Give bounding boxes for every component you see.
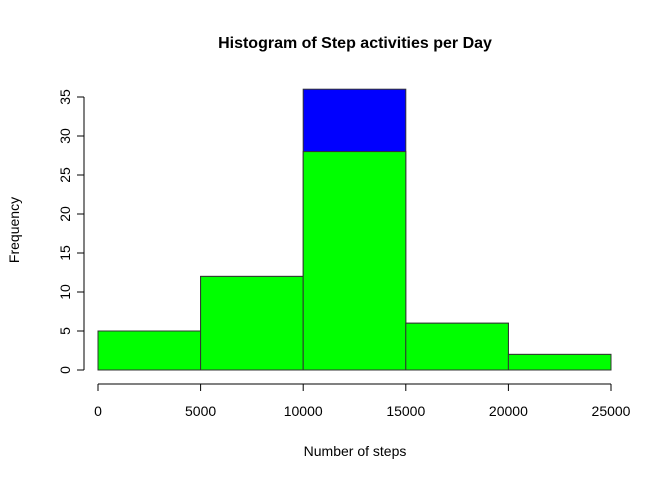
- chart-title: Histogram of Step activities per Day: [218, 35, 492, 52]
- x-tick-label-0: 0: [94, 403, 102, 419]
- x-tick-label-1: 5000: [185, 403, 216, 419]
- x-tick-label-5: 25000: [592, 403, 631, 419]
- x-tick-label-3: 15000: [386, 403, 425, 419]
- x-axis-label: Number of steps: [304, 443, 407, 459]
- y-tick-label-5: 25: [57, 167, 73, 183]
- bar-series1-bin2: [302, 151, 407, 371]
- y-tick-label-2: 10: [57, 284, 73, 300]
- bar-series1-bin0: [97, 330, 202, 371]
- bar-series1-bin1: [200, 275, 304, 371]
- y-tick-label-4: 20: [57, 206, 73, 222]
- x-tick-label-4: 20000: [489, 403, 528, 419]
- bars-group: [97, 88, 612, 371]
- y-tick-label-7: 35: [57, 89, 73, 105]
- bar-series1-bin3: [405, 322, 509, 371]
- y-tick-label-6: 30: [57, 128, 73, 144]
- bar-series1-bin4: [507, 353, 612, 371]
- x-axis: 0 5000 10000 15000 20000 25000: [94, 383, 631, 419]
- y-axis-label: Frequency: [6, 197, 22, 263]
- y-axis: 0 5 10 15 20 25 30 35: [57, 89, 85, 374]
- y-tick-label-3: 15: [57, 245, 73, 261]
- y-tick-label-1: 5: [57, 327, 73, 335]
- y-tick-label-0: 0: [57, 366, 73, 374]
- x-tick-label-2: 10000: [284, 403, 323, 419]
